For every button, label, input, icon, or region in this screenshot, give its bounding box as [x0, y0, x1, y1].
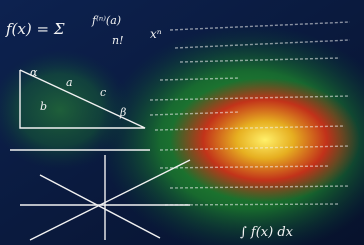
image: f(x) = Σ f⁽ⁿ⁾(a) n! xⁿ ∫ f(x) dx a b c α β [0, 0, 364, 245]
formula: α [30, 66, 38, 79]
formula: f⁽ⁿ⁾(a) [91, 14, 121, 27]
formula: c [100, 86, 106, 99]
formula: xⁿ [150, 27, 162, 41]
formula: f(x) = Σ [5, 20, 65, 38]
formula: n! [112, 34, 124, 47]
formula: ∫ f(x) dx [240, 225, 294, 240]
formula: a [66, 76, 73, 89]
page: {"formulas": [ {"text": "f(x) = Σ", "x":… [0, 0, 364, 245]
formula: β [119, 106, 126, 119]
formula: b [40, 100, 47, 113]
